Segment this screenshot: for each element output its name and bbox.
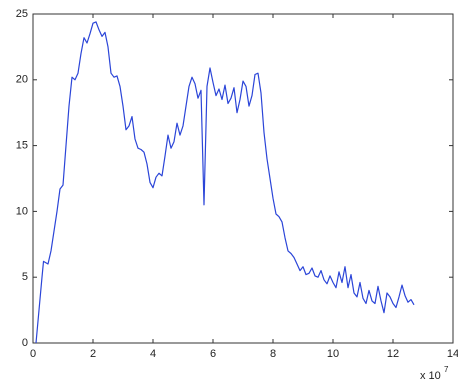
x-tick-label: 4 — [150, 348, 156, 360]
x-tick-label: 2 — [90, 348, 96, 360]
x-tick-label: 10 — [327, 348, 339, 360]
x-tick-label: 6 — [210, 348, 216, 360]
y-tick-label: 20 — [16, 74, 28, 86]
data-line — [35, 21, 415, 344]
x-tick-label: 14 — [447, 348, 458, 360]
x-tick-label: 12 — [387, 348, 399, 360]
y-tick-label: 25 — [16, 8, 28, 20]
x-multiplier: x 10 — [420, 370, 441, 382]
y-tick-label: 10 — [16, 205, 28, 217]
y-tick-label: 0 — [22, 337, 28, 349]
x-tick-label: 8 — [270, 348, 276, 360]
x-multiplier-exponent: 7 — [444, 365, 449, 374]
y-tick-label: 5 — [22, 271, 28, 283]
x-tick-label: 0 — [30, 348, 36, 360]
plot-frame — [32, 13, 454, 344]
y-tick-label: 15 — [16, 140, 28, 152]
